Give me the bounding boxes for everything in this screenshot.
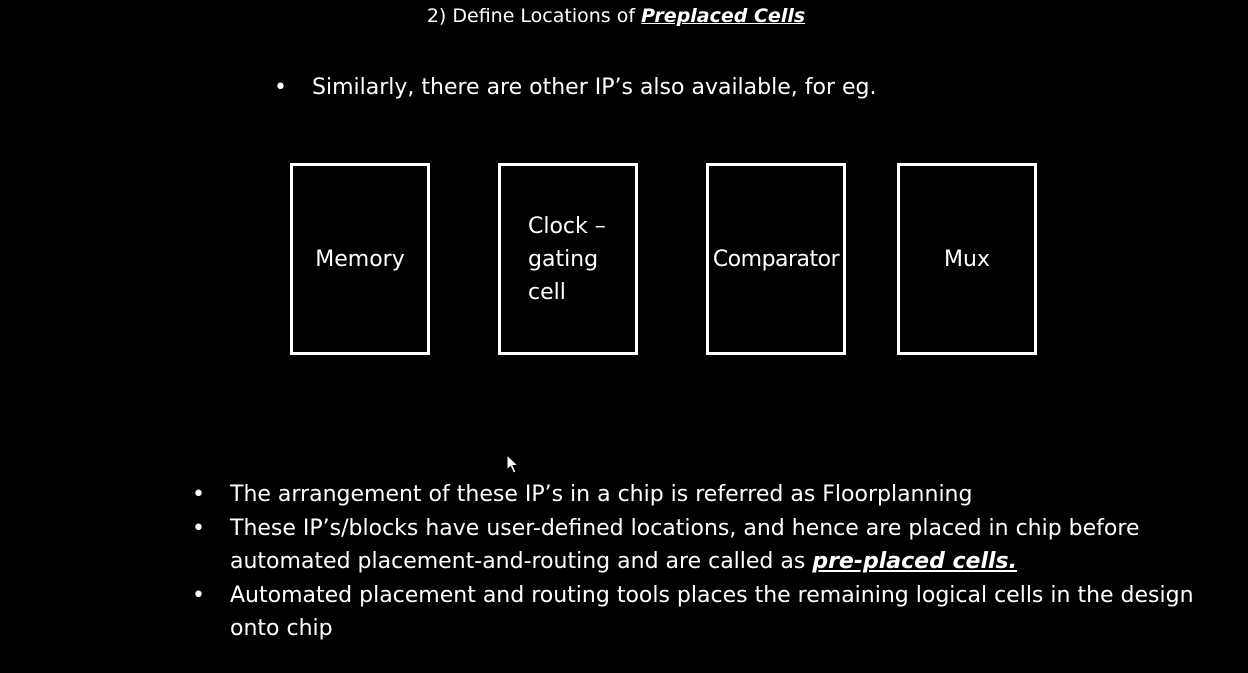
ip-block-label-line: Clock – [528, 213, 606, 239]
ip-block-label: Mux [944, 246, 990, 272]
bullet-dot-icon: • [192, 482, 205, 507]
ip-block-label-line: cell [528, 279, 566, 305]
bullet-text: The arrangement of these IP’s in a chip … [230, 482, 973, 507]
bullet-emphasis: pre-placed cells. [812, 549, 1017, 574]
intro-text: Similarly, there are other IP’s also ava… [312, 75, 877, 100]
ip-block-clock-gating-cell: Clock – gating cell [498, 163, 638, 355]
bullet-list: • The arrangement of these IP’s in a chi… [190, 478, 1210, 646]
slide-title-emphasis: Preplaced Cells [641, 5, 806, 27]
bullet-item: • These IP’s/blocks have user-defined lo… [190, 512, 1210, 579]
bullet-text: Automated placement and routing tools pl… [230, 582, 1194, 642]
ip-block-label: Memory [315, 246, 405, 272]
ip-block-label: Clock – gating cell [528, 210, 618, 309]
intro-bullet: • Similarly, there are other IP’s also av… [274, 74, 876, 102]
slide-title: 2) Define Locations of Preplaced Cells [0, 4, 1232, 28]
slide-title-prefix: 2) Define Locations of [426, 5, 642, 27]
ip-block-label-line: gating [528, 246, 599, 272]
bullet-item: • The arrangement of these IP’s in a chi… [190, 478, 1210, 512]
bullet-dot-icon: • [192, 582, 205, 608]
bullet-dot-icon: • [192, 515, 205, 541]
ip-block-mux: Mux [897, 163, 1037, 355]
bullet-item: • Automated placement and routing tools … [190, 579, 1210, 646]
bullet-dot-icon: • [274, 75, 287, 100]
ip-block-memory: Memory [290, 163, 430, 355]
bullet-text: These IP’s/blocks have user-defined loca… [230, 515, 1140, 575]
ip-block-label: Comparator [712, 246, 840, 272]
ip-block-comparator: Comparator [706, 163, 846, 355]
mouse-pointer-icon [506, 454, 520, 474]
